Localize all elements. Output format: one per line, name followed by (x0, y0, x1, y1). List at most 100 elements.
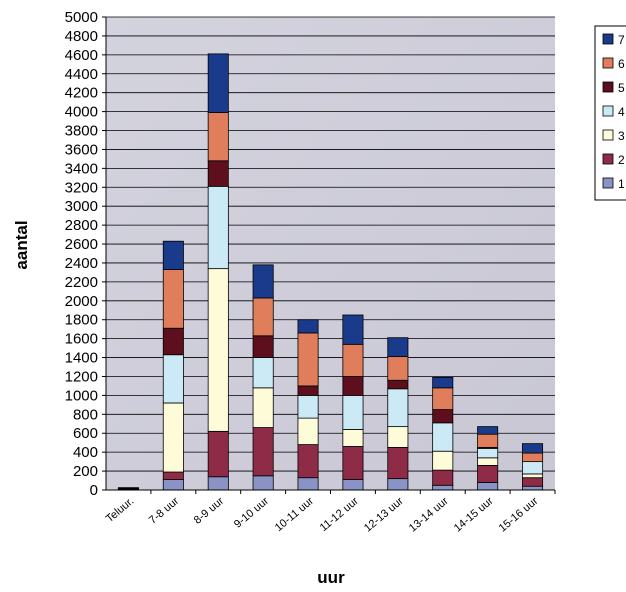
bar-segment-series-3 (207, 268, 229, 432)
bar-segment-series-6 (522, 452, 544, 463)
y-axis-title: aantal (12, 220, 31, 269)
legend-swatch-3 (602, 129, 614, 141)
y-tick-label: 2000 (65, 293, 98, 310)
bar-segment-series-5 (207, 160, 229, 187)
y-tick-label: 3200 (65, 179, 98, 196)
legend-swatch-6 (602, 57, 614, 69)
y-tick-label: 2600 (65, 236, 98, 253)
bar-segment-series-4 (342, 394, 364, 430)
bar-segment-series-6 (297, 332, 319, 387)
bar-segment-series-1 (477, 482, 499, 491)
y-tick-label: 1400 (65, 350, 98, 367)
legend-swatch-7 (602, 33, 614, 45)
bar-segment-series-7 (432, 377, 454, 389)
bar-segment-series-1 (522, 485, 544, 491)
bar-segment-series-6 (207, 112, 229, 162)
legend-swatch-5 (602, 81, 614, 93)
y-tick-label: 1600 (65, 331, 98, 348)
legend-label-4: 4 (618, 105, 625, 119)
y-tick-label: 3800 (65, 123, 98, 140)
bar-segment-series-4 (522, 461, 544, 475)
bar-segment-series-2 (477, 465, 499, 483)
bar-segment-series-4 (207, 185, 229, 270)
bar-segment-series-7 (207, 53, 229, 113)
y-tick-label: 4000 (65, 104, 98, 121)
bar-segment-series-2 (297, 444, 319, 479)
bar-segment-series-4 (297, 394, 319, 419)
x-tick-label: 8-9 uur (192, 495, 227, 527)
bar-segment-series-7 (342, 314, 364, 345)
bar-segment-series-7 (477, 426, 499, 435)
bar-segment-series-1 (387, 478, 409, 491)
y-tick-label: 3600 (65, 141, 98, 158)
bar-segment-series-4 (387, 388, 409, 428)
bar-segment-series-3 (252, 387, 274, 428)
bar-segment-series-1 (162, 479, 184, 491)
bar-segment-series-3 (432, 450, 454, 471)
legend-swatch-4 (602, 105, 614, 117)
bar-segment-series-4 (252, 357, 274, 389)
bar-segment-series-7 (297, 319, 319, 334)
y-tick-label: 800 (73, 406, 98, 423)
x-axis-ticks: Teluur. 7-8 uur 8-9 uur 9-10 uur 10-11 uur 11… (104, 490, 556, 535)
bar-segment-series-6 (252, 297, 274, 337)
y-tick-label: 200 (73, 463, 98, 480)
legend-label-5: 5 (618, 81, 625, 95)
bar-segment-series-6 (342, 343, 364, 377)
bar-segment-series-1 (252, 475, 274, 491)
y-tick-label: 2400 (65, 255, 98, 272)
bar-segment-series-2 (432, 469, 454, 486)
y-tick-label: 2800 (65, 217, 98, 234)
bar-segment-series-2 (387, 447, 409, 480)
bar-segment-series-2 (252, 427, 274, 477)
bar-segment-series-3 (162, 402, 184, 473)
bar-segment-series-3 (477, 457, 499, 466)
bar-segment-series-2 (207, 430, 229, 478)
bars (117, 53, 544, 491)
y-tick-label: 400 (73, 444, 98, 461)
x-tick-label: 10-11 uur (273, 495, 316, 534)
bar-segment-series-7 (522, 443, 544, 454)
legend: 7 6 5 4 3 2 1 (594, 25, 626, 201)
legend-label-1: 1 (618, 177, 625, 191)
y-tick-label: 5000 (65, 9, 98, 26)
legend-label-3: 3 (618, 129, 625, 143)
y-tick-label: 1000 (65, 387, 98, 404)
legend-label-6: 6 (618, 57, 625, 71)
bar-segment-series-4 (477, 447, 499, 459)
y-tick-label: 4800 (65, 28, 98, 45)
bar-segment-series-3 (387, 426, 409, 448)
x-tick-label: 12-13 uur (362, 495, 406, 535)
y-tick-label: 3400 (65, 160, 98, 177)
y-tick-label: 2200 (65, 274, 98, 291)
bar-segment-series-7 (387, 337, 409, 358)
x-tick-label: 9-10 uur (232, 495, 271, 531)
y-tick-label: 3000 (65, 198, 98, 215)
bar-segment-series-5 (162, 327, 184, 356)
y-tick-label: 0 (90, 482, 98, 499)
bar-segment-series-3 (522, 473, 544, 479)
bar-segment-series-5 (252, 335, 274, 358)
x-tick-label: 7-8 uur (147, 495, 182, 527)
bar-segment-series-5 (342, 376, 364, 396)
bar-segment-series-5 (432, 409, 454, 424)
bar-segment-series-2 (522, 477, 544, 487)
bar-segment-series-5 (387, 379, 409, 390)
bar-segment-series-3 (342, 429, 364, 447)
bar-segment-series-5 (297, 385, 319, 396)
bar-segment-series-2 (162, 471, 184, 480)
bar-segment-series-6 (387, 356, 409, 381)
x-tick-label: 11-12 uur (318, 495, 361, 534)
bar-segment-series-1 (432, 484, 454, 491)
y-tick-label: 4200 (65, 85, 98, 102)
y-tick-label: 4600 (65, 47, 98, 64)
bar-segment-series-1 (297, 477, 319, 491)
x-tick-label: 13-14 uur (407, 495, 451, 535)
bar-segment-series-6 (162, 269, 184, 329)
bar-segment-series-4 (162, 354, 184, 404)
bar-segment-series-1 (342, 479, 364, 491)
x-tick-label: Teluur. (104, 495, 137, 525)
y-tick-label: 1800 (65, 312, 98, 329)
